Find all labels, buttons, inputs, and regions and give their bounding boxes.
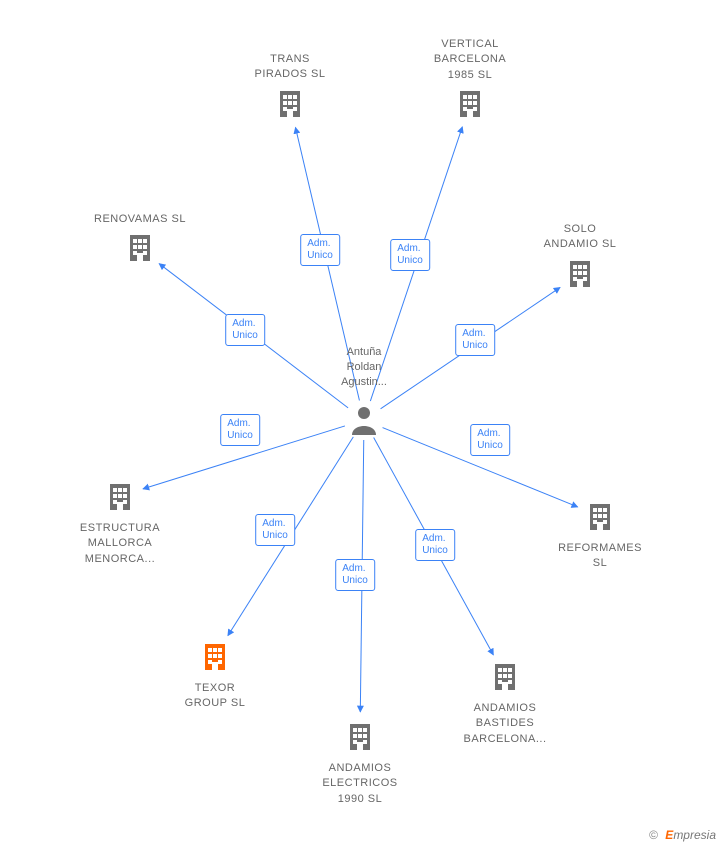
diagram-canvas: Antuña Roldan Agustin... TRANS PIRADOS SL… <box>0 0 728 850</box>
building-icon <box>274 87 306 119</box>
company-label: SOLO ANDAMIO SL <box>520 222 640 253</box>
edge-label: Adm. Unico <box>390 239 430 271</box>
building-icon <box>199 640 231 672</box>
company-label: REFORMAMES SL <box>540 541 660 572</box>
company-label: ESTRUCTURA MALLORCA MENORCA... <box>60 521 180 567</box>
edge-label: Adm. Unico <box>225 314 265 346</box>
building-icon <box>454 87 486 119</box>
building-icon <box>344 720 376 752</box>
company-node[interactable]: RENOVAMAS SL <box>80 212 200 268</box>
person-icon <box>350 405 378 435</box>
edge-label: Adm. Unico <box>300 234 340 266</box>
company-node[interactable]: ESTRUCTURA MALLORCA MENORCA... <box>60 480 180 567</box>
center-person-label: Antuña Roldan Agustin... <box>304 345 424 390</box>
company-node[interactable]: TRANS PIRADOS SL <box>230 52 350 124</box>
building-icon <box>564 257 596 289</box>
copyright-symbol: © <box>649 828 658 842</box>
edge-label: Adm. Unico <box>335 559 375 591</box>
edge-label: Adm. Unico <box>415 529 455 561</box>
company-label: VERTICAL BARCELONA 1985 SL <box>410 37 530 83</box>
company-node[interactable]: ANDAMIOS ELECTRICOS 1990 SL <box>300 720 420 807</box>
brand-rest: mpresia <box>673 828 716 842</box>
company-node[interactable]: TEXOR GROUP SL <box>155 640 275 712</box>
company-label: ANDAMIOS ELECTRICOS 1990 SL <box>300 761 420 807</box>
company-label: ANDAMIOS BASTIDES BARCELONA... <box>445 701 565 747</box>
company-node[interactable]: REFORMAMES SL <box>540 500 660 572</box>
building-icon <box>584 500 616 532</box>
company-node[interactable]: VERTICAL BARCELONA 1985 SL <box>410 37 530 124</box>
company-label: RENOVAMAS SL <box>80 212 200 227</box>
building-icon <box>104 480 136 512</box>
company-label: TEXOR GROUP SL <box>155 681 275 712</box>
edge-label: Adm. Unico <box>470 424 510 456</box>
edge-label: Adm. Unico <box>220 414 260 446</box>
center-person-node[interactable] <box>304 405 424 440</box>
edge-label: Adm. Unico <box>255 514 295 546</box>
building-icon <box>124 231 156 263</box>
company-node[interactable]: SOLO ANDAMIO SL <box>520 222 640 294</box>
edge-label: Adm. Unico <box>455 324 495 356</box>
company-label: TRANS PIRADOS SL <box>230 52 350 83</box>
company-node[interactable]: ANDAMIOS BASTIDES BARCELONA... <box>445 660 565 747</box>
footer: © Empresia <box>649 828 716 842</box>
building-icon <box>489 660 521 692</box>
